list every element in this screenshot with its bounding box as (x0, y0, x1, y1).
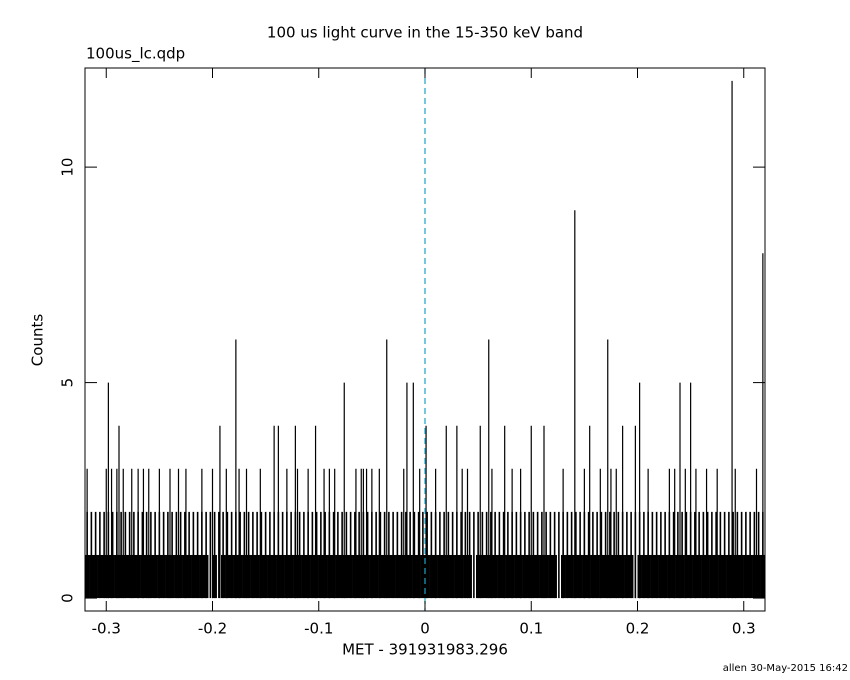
chart-title: 100 us light curve in the 15-350 keV ban… (267, 24, 583, 42)
y-axis-label: Counts (29, 314, 47, 367)
x-tick-label: -0.3 (92, 620, 121, 638)
y-tick-label: 10 (59, 158, 77, 177)
y-tick-label: 0 (59, 593, 77, 603)
plot-area (85, 80, 766, 599)
x-tick-label: -0.2 (198, 620, 227, 638)
y-tick-label: 5 (59, 378, 77, 388)
x-tick-label: -0.1 (304, 620, 333, 638)
x-tick-label: 0.1 (519, 620, 543, 638)
x-tick-label: 0.3 (732, 620, 756, 638)
chart-subtitle: 100us_lc.qdp (86, 45, 185, 64)
x-axis-label: MET - 391931983.296 (342, 641, 508, 659)
x-tick-label: 0.2 (626, 620, 650, 638)
x-tick-label: 0 (420, 620, 430, 638)
footer: allen 30-May-2015 16:42 (723, 663, 848, 674)
